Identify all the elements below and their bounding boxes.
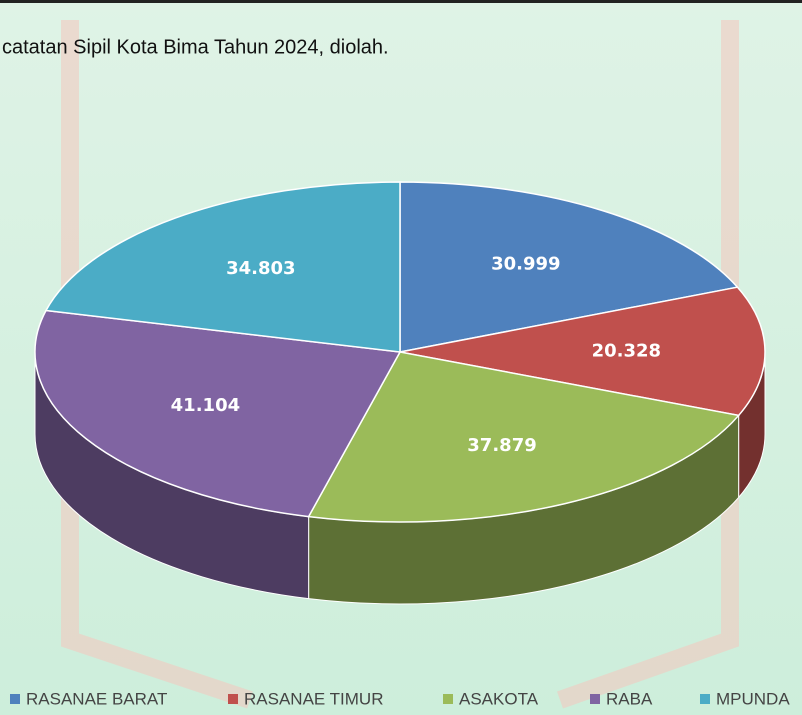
legend-swatch [443,694,453,704]
top-border [0,0,802,3]
data-label: 20.328 [592,341,661,362]
legend-swatch [590,694,600,704]
legend-label: MPUNDA [716,689,790,708]
slice [44,181,401,353]
legend-swatch [10,694,20,704]
slice [399,181,739,353]
data-label: 30.999 [491,253,560,274]
slice [399,286,766,417]
slice [34,309,402,518]
legend-label: RASANAE BARAT [26,689,167,708]
legend-label: ASAKOTA [459,689,539,708]
subtitle: catatan Sipil Kota Bima Tahun 2024, diol… [2,36,389,58]
legend-label: RABA [606,689,653,708]
legend-swatch [700,694,710,704]
legend-swatch [228,694,238,704]
emblem-decoration [61,20,739,709]
slice [307,351,741,523]
data-label: 34.803 [226,258,295,279]
data-label: 41.104 [171,395,240,416]
legend-label: RASANAE TIMUR [244,689,384,708]
data-label: 37.879 [467,435,536,456]
